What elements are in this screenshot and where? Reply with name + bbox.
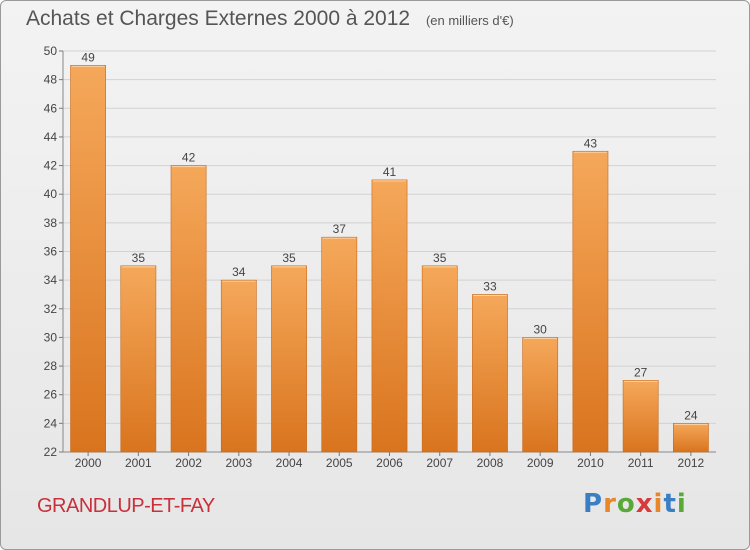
- x-tick-label: 2005: [326, 456, 353, 470]
- x-tick-label: 2000: [75, 456, 102, 470]
- x-tick-label: 2004: [276, 456, 303, 470]
- y-tick-label: 46: [44, 101, 58, 115]
- x-tick-label: 2011: [628, 456, 654, 470]
- town-name: GRANDLUP-ET-FAY: [37, 495, 215, 517]
- x-tick-label: 2012: [678, 456, 705, 470]
- x-tick-label: 2010: [577, 456, 604, 470]
- value-label: 37: [333, 222, 347, 236]
- bars: [70, 65, 709, 453]
- logo-letter: o: [616, 489, 636, 519]
- y-tick-label: 28: [44, 359, 58, 373]
- y-tick-label: 40: [44, 187, 58, 201]
- x-tick-label: 2003: [225, 456, 252, 470]
- bar: [522, 337, 559, 453]
- x-tick-label: 2008: [477, 456, 504, 470]
- bar: [70, 65, 106, 453]
- value-label: 41: [383, 165, 397, 179]
- value-label: 30: [534, 322, 548, 336]
- value-label: 35: [282, 251, 296, 265]
- value-label: 49: [81, 50, 95, 64]
- value-label: 24: [684, 408, 698, 422]
- bar: [220, 279, 257, 453]
- value-label: 27: [634, 365, 648, 379]
- y-tick-label: 42: [44, 159, 58, 173]
- bar: [321, 236, 358, 453]
- bar: [572, 150, 609, 453]
- y-tick-label: 50: [44, 44, 58, 58]
- y-tick-label: 32: [44, 302, 58, 316]
- value-label: 43: [584, 136, 598, 150]
- x-tick-label: 2002: [175, 456, 202, 470]
- logo-letter: t: [663, 489, 677, 519]
- logo-letter: r: [603, 489, 617, 519]
- y-tick-label: 36: [44, 245, 58, 259]
- value-label: 35: [433, 251, 447, 265]
- bar: [421, 265, 458, 453]
- y-tick-label: 26: [44, 388, 58, 402]
- bar: [673, 423, 709, 453]
- logo-letter: i: [676, 489, 687, 519]
- y-tick-label: 22: [44, 445, 58, 459]
- value-label: 34: [232, 265, 246, 279]
- y-tick-label: 34: [44, 273, 58, 287]
- y-tick-label: 48: [44, 73, 58, 87]
- labels: 22 24 26 28 30 32 34 36 38 40 42 44 46 48 50 49 2000 35 20…: [44, 44, 705, 470]
- bar: [622, 380, 659, 453]
- bar: [472, 294, 508, 453]
- y-tick-label: 30: [44, 330, 58, 344]
- x-tick-label: 2001: [125, 456, 152, 470]
- bar: [271, 265, 307, 453]
- x-tick-label: 2006: [376, 456, 403, 470]
- x-tick-label: 2007: [426, 456, 453, 470]
- value-label: 33: [483, 279, 497, 293]
- value-label: 42: [182, 151, 196, 165]
- chart-title: Achats et Charges Externes 2000 à 2012 (…: [26, 7, 514, 31]
- y-tick-label: 24: [44, 416, 58, 430]
- bar: [371, 179, 408, 453]
- y-tick-label: 38: [44, 216, 58, 230]
- logo-letter: x: [635, 489, 654, 519]
- bar: [120, 265, 157, 453]
- chart-unit: (en milliers d'€): [425, 13, 514, 28]
- logo-letter: i: [653, 489, 664, 519]
- chart-title-text: Achats et Charges Externes 2000 à 2012: [26, 7, 411, 30]
- logo-letter: P: [583, 489, 604, 519]
- bar: [170, 165, 207, 453]
- value-label: 35: [132, 251, 146, 265]
- y-tick-label: 44: [44, 130, 58, 144]
- proxiti-logo: Proxiti: [583, 489, 687, 519]
- x-tick-label: 2009: [527, 456, 554, 470]
